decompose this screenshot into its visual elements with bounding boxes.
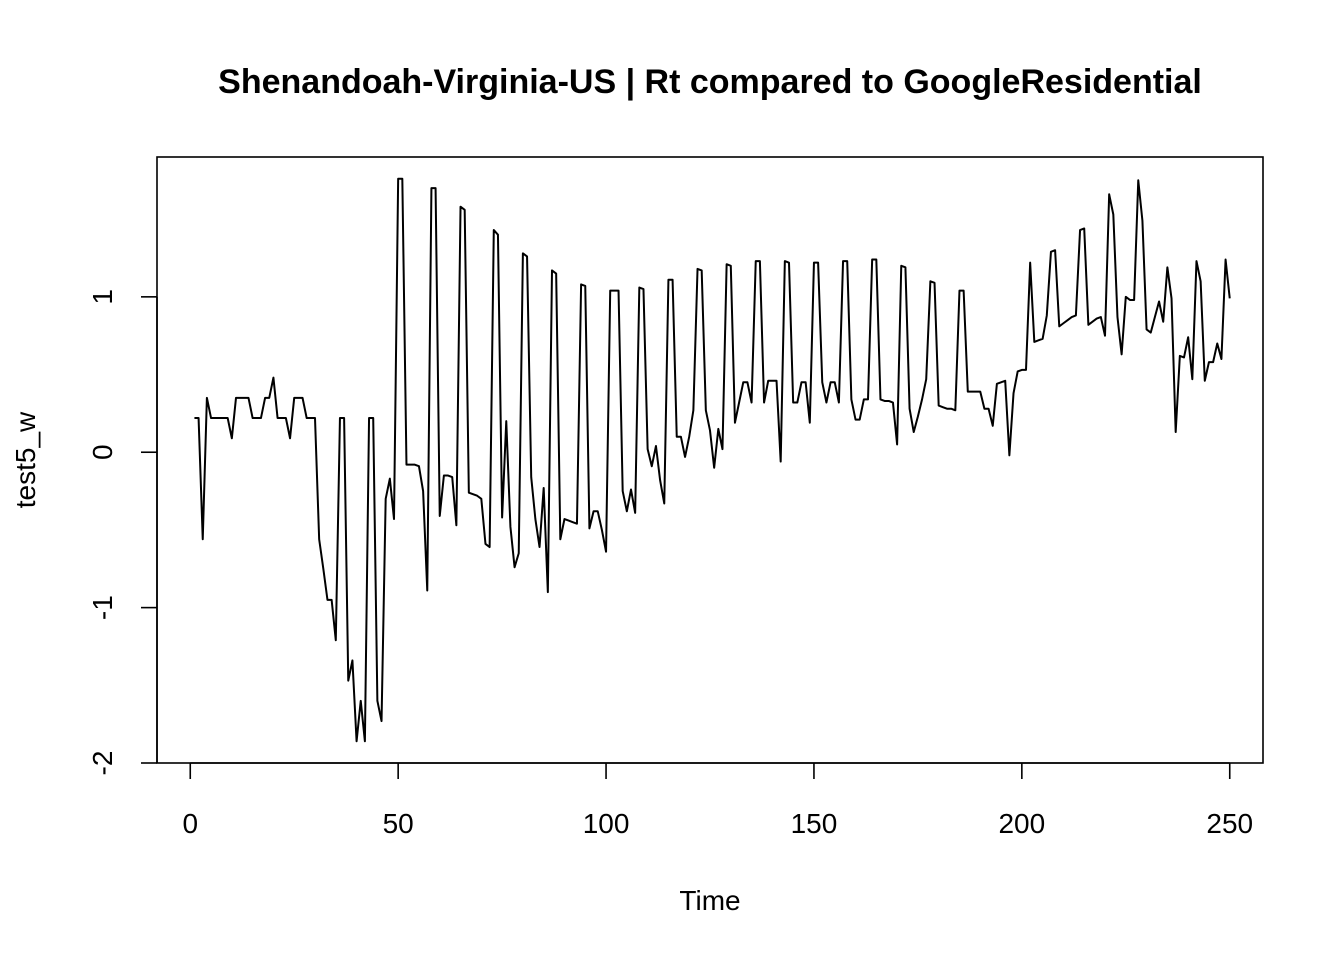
- y-axis-label: test5_w: [10, 411, 41, 508]
- x-axis-label: Time: [679, 885, 740, 916]
- series-line: [194, 177, 1231, 743]
- x-tick-label: 100: [583, 808, 630, 839]
- x-tick-label: 250: [1206, 808, 1253, 839]
- x-axis: 0 50 100 150 200 250: [182, 762, 1253, 839]
- x-tick-label: 150: [791, 808, 838, 839]
- y-tick-label: -2: [87, 751, 118, 776]
- y-tick-label: -1: [87, 595, 118, 620]
- x-tick-label: 50: [383, 808, 414, 839]
- x-tick-label: 0: [182, 808, 198, 839]
- chart-title: Shenandoah-Virginia-US | Rt compared to …: [218, 63, 1202, 101]
- y-tick-label: 0: [87, 444, 118, 460]
- y-axis: -2 -1 0 1: [87, 289, 158, 776]
- x-tick-label: 200: [998, 808, 1045, 839]
- plot-area-frame: [156, 156, 1264, 764]
- y-tick-label: 1: [87, 289, 118, 305]
